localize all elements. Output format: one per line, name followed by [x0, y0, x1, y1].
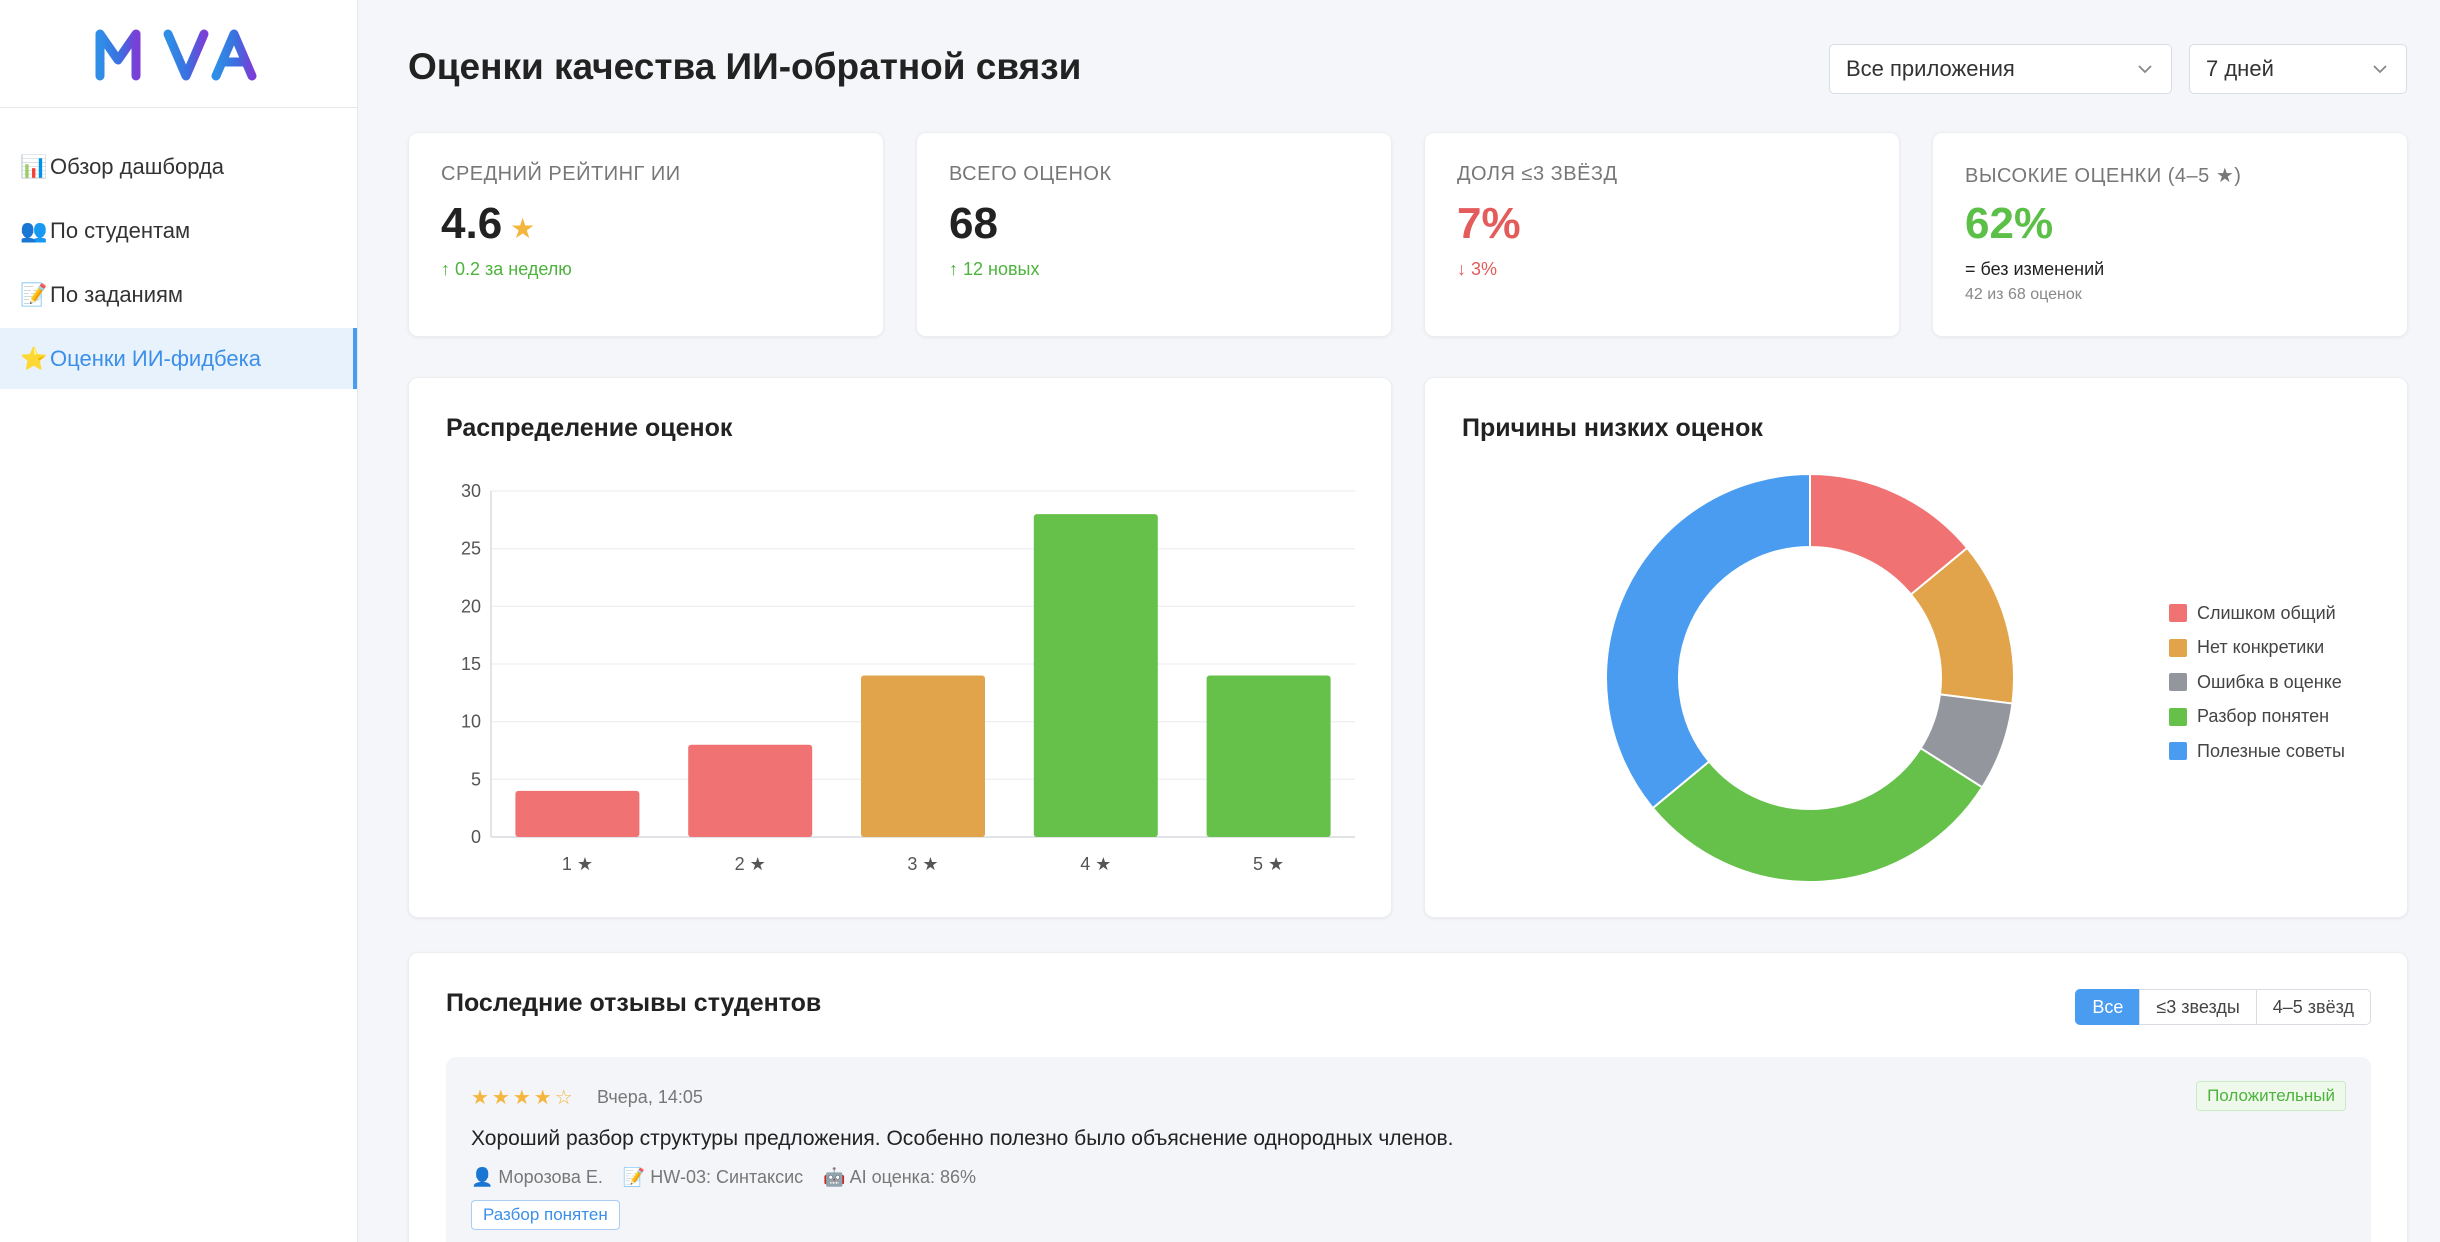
- legend-swatch: [2169, 707, 2187, 726]
- legend-item[interactable]: Нет конкретики: [2169, 631, 2345, 666]
- review-item[interactable]: ★★★★☆ Вчера, 14:05 Положительный Хороший…: [446, 1057, 2371, 1242]
- logo[interactable]: [0, 0, 357, 108]
- legend-label: Разбор понятен: [2197, 706, 2330, 727]
- card-title: Последние отзывы студентов: [446, 989, 822, 1017]
- bar[interactable]: [1033, 514, 1158, 837]
- sidebar-nav: 📊 Обзор дашборда 👥 По студентам 📝 По заданиям…: [0, 108, 357, 389]
- y-tick-label: 20: [461, 596, 481, 616]
- sidebar-item-label: Оценки ИИ-фидбека: [50, 345, 261, 371]
- sidebar-item-icon: 👥: [20, 217, 48, 243]
- kpi-value: 4.6 ★: [441, 199, 535, 249]
- chevron-down-icon: [2138, 65, 2152, 74]
- y-tick-label: 0: [471, 827, 481, 847]
- legend-swatch: [2169, 673, 2187, 692]
- filter-high-button[interactable]: 4–5 звёзд: [2255, 989, 2371, 1025]
- sentiment-badge: Положительный: [2196, 1081, 2346, 1111]
- kpi-label: СРЕДНИЙ РЕЙТИНГ ИИ: [441, 163, 681, 185]
- recent-reviews-card: Последние отзывы студентов Все ≤3 звезды…: [408, 952, 2408, 1242]
- period-filter-value: 7 дней: [2206, 56, 2274, 81]
- bar-chart: 0 5 10 15 20 25 30 1 ★ 2 ★ 3 ★ 4 ★ 5 ★: [461, 481, 1355, 874]
- app-filter-value: Все приложения: [1846, 56, 2015, 81]
- sidebar-item-label: По студентам: [50, 217, 191, 243]
- kpi-card-high-share: ВЫСОКИЕ ОЦЕНКИ (4–5 ★) 62% = без изменен…: [1932, 132, 2408, 337]
- review-ai-score: 🤖 AI оценка: 86%: [823, 1167, 976, 1187]
- review-student: 👤 Морозова Е.: [471, 1167, 603, 1187]
- card-title: Распределение оценок: [446, 414, 733, 442]
- bar[interactable]: [1206, 675, 1331, 837]
- card-title: Причины низких оценок: [1462, 414, 1763, 442]
- page-title: Оценки качества ИИ-обратной связи: [408, 46, 1082, 87]
- miva-logo: [95, 29, 256, 80]
- kpi-card-total: ВСЕГО ОЦЕНОК 68 ↑ 12 новых: [916, 132, 1392, 337]
- sidebar-item-1[interactable]: 👥 По студентам: [0, 200, 357, 261]
- low-rating-reasons-card: Причины низких оценок Слишком общий Нет к…: [1424, 377, 2408, 918]
- kpi-subtext: 42 из 68 оценок: [1965, 286, 2082, 303]
- legend-swatch: [2169, 604, 2187, 623]
- kpi-label: ДОЛЯ ≤3 ЗВЁЗД: [1457, 163, 1618, 185]
- app-filter-select[interactable]: Все приложения: [1829, 44, 2172, 94]
- x-tick-label: 5 ★: [1253, 854, 1284, 874]
- chevron-down-icon: [2373, 65, 2387, 74]
- legend-item[interactable]: Разбор понятен: [2169, 700, 2345, 735]
- sidebar-item-0[interactable]: 📊 Обзор дашборда: [0, 136, 357, 197]
- x-tick-label: 3 ★: [907, 854, 938, 874]
- bar[interactable]: [861, 675, 985, 837]
- donut-slice[interactable]: [1605, 472, 1811, 810]
- donut-chart: [1605, 472, 2015, 883]
- filter-low-button[interactable]: ≤3 звезды: [2139, 989, 2257, 1025]
- bar[interactable]: [515, 790, 640, 837]
- kpi-value: 68: [949, 199, 998, 248]
- kpi-trend: ↑ 0.2 за неделю: [441, 259, 572, 279]
- legend-item[interactable]: Слишком общий: [2169, 596, 2345, 631]
- chart-legend: Слишком общий Нет конкретики Ошибка в оцен…: [2169, 596, 2345, 769]
- review-text: Хороший разбор структуры предложения. Ос…: [471, 1127, 1454, 1150]
- sidebar-item-icon: 📊: [20, 153, 48, 179]
- kpi-trend: ↓ 3%: [1457, 259, 1498, 279]
- y-tick-label: 15: [461, 654, 481, 674]
- y-tick-label: 5: [471, 769, 481, 789]
- kpi-value: 7%: [1457, 199, 1521, 248]
- legend-item[interactable]: Полезные советы: [2169, 734, 2345, 769]
- legend-label: Слишком общий: [2197, 602, 2336, 623]
- filter-all-button[interactable]: Все: [2075, 989, 2141, 1025]
- legend-label: Нет конкретики: [2197, 637, 2325, 658]
- star-icon: ★: [510, 213, 536, 244]
- review-filter-group: Все ≤3 звезды 4–5 звёзд: [2075, 989, 2371, 1025]
- kpi-trend: ↑ 12 новых: [949, 259, 1040, 279]
- review-tag[interactable]: Разбор понятен: [471, 1200, 620, 1230]
- legend-swatch: [2169, 638, 2187, 657]
- legend-label: Ошибка в оценке: [2197, 671, 2342, 692]
- rating-distribution-card: Распределение оценок 0 5 10 15 20 25 30 1 ★ 2 ★ 3…: [408, 377, 1392, 918]
- sidebar-item-label: Обзор дашборда: [50, 153, 225, 179]
- review-stars: ★★★★☆: [471, 1087, 576, 1109]
- legend-label: Полезные советы: [2197, 740, 2345, 761]
- kpi-trend: = без изменений: [1965, 259, 2105, 279]
- sidebar: 📊 Обзор дашборда 👥 По студентам 📝 По заданиям…: [0, 0, 358, 1242]
- y-tick-label: 25: [461, 539, 481, 559]
- kpi-value-number: 4.6: [441, 199, 503, 248]
- x-tick-label: 1 ★: [562, 854, 593, 874]
- bar[interactable]: [688, 744, 813, 837]
- y-tick-label: 30: [461, 481, 481, 501]
- sidebar-item-2[interactable]: 📝 По заданиям: [0, 264, 357, 325]
- y-tick-label: 10: [461, 712, 481, 732]
- kpi-card-avg-rating: СРЕДНИЙ РЕЙТИНГ ИИ 4.6 ★ ↑ 0.2 за неделю: [408, 132, 884, 337]
- period-filter-select[interactable]: 7 дней: [2189, 44, 2407, 94]
- sidebar-item-icon: ⭐: [20, 345, 48, 371]
- sidebar-item-label: По заданиям: [50, 281, 184, 307]
- review-assignment: 📝 HW-03: Синтаксис: [622, 1167, 804, 1187]
- kpi-value: 62%: [1965, 199, 2054, 248]
- donut-slice[interactable]: [1651, 746, 1984, 883]
- review-meta: 👤 Морозова Е. 📝 HW-03: Синтаксис 🤖 AI оц…: [471, 1167, 996, 1188]
- x-tick-label: 4 ★: [1080, 854, 1111, 874]
- legend-item[interactable]: Ошибка в оценке: [2169, 665, 2345, 700]
- review-time: Вчера, 14:05: [597, 1087, 703, 1107]
- legend-swatch: [2169, 742, 2187, 761]
- kpi-label: ВЫСОКИЕ ОЦЕНКИ (4–5 ★): [1965, 165, 2242, 187]
- sidebar-item-3[interactable]: ⭐ Оценки ИИ-фидбека: [0, 328, 357, 389]
- sidebar-item-icon: 📝: [20, 281, 48, 307]
- kpi-card-low-share: ДОЛЯ ≤3 ЗВЁЗД 7% ↓ 3%: [1424, 132, 1900, 337]
- kpi-label: ВСЕГО ОЦЕНОК: [949, 163, 1112, 185]
- x-tick-label: 2 ★: [735, 854, 766, 874]
